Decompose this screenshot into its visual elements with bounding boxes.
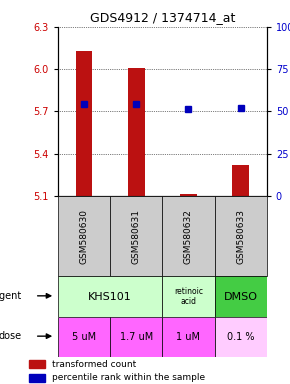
Text: percentile rank within the sample: percentile rank within the sample [52, 373, 205, 382]
Text: agent: agent [0, 291, 22, 301]
Bar [162, 317, 215, 357]
Text: GSM580632: GSM580632 [184, 209, 193, 263]
Bar [232, 165, 249, 196]
Text: 1 uM: 1 uM [177, 332, 200, 342]
Bar [110, 196, 162, 276]
Text: KHS101: KHS101 [88, 291, 132, 302]
Bar [162, 196, 215, 276]
Text: GSM580631: GSM580631 [132, 209, 141, 264]
Bar [215, 196, 267, 276]
Bar [215, 317, 267, 357]
Bar [29, 374, 45, 382]
Bar [180, 194, 197, 196]
Text: 1.7 uM: 1.7 uM [120, 332, 153, 342]
Text: transformed count: transformed count [52, 360, 137, 369]
Bar [215, 276, 267, 317]
Bar [58, 317, 110, 357]
Text: 0.1 %: 0.1 % [227, 332, 254, 342]
Text: 5 uM: 5 uM [72, 332, 96, 342]
Text: retinoic
acid: retinoic acid [174, 287, 203, 306]
Title: GDS4912 / 1374714_at: GDS4912 / 1374714_at [90, 11, 235, 24]
Bar [162, 276, 215, 317]
Text: DMSO: DMSO [224, 291, 258, 302]
Bar [76, 51, 93, 196]
Text: GSM580630: GSM580630 [79, 209, 89, 264]
Text: GSM580633: GSM580633 [236, 209, 245, 264]
Text: dose: dose [0, 331, 22, 341]
Bar [128, 68, 145, 196]
Bar [58, 276, 162, 317]
Bar [58, 196, 110, 276]
Bar [29, 360, 45, 368]
Bar [110, 317, 162, 357]
